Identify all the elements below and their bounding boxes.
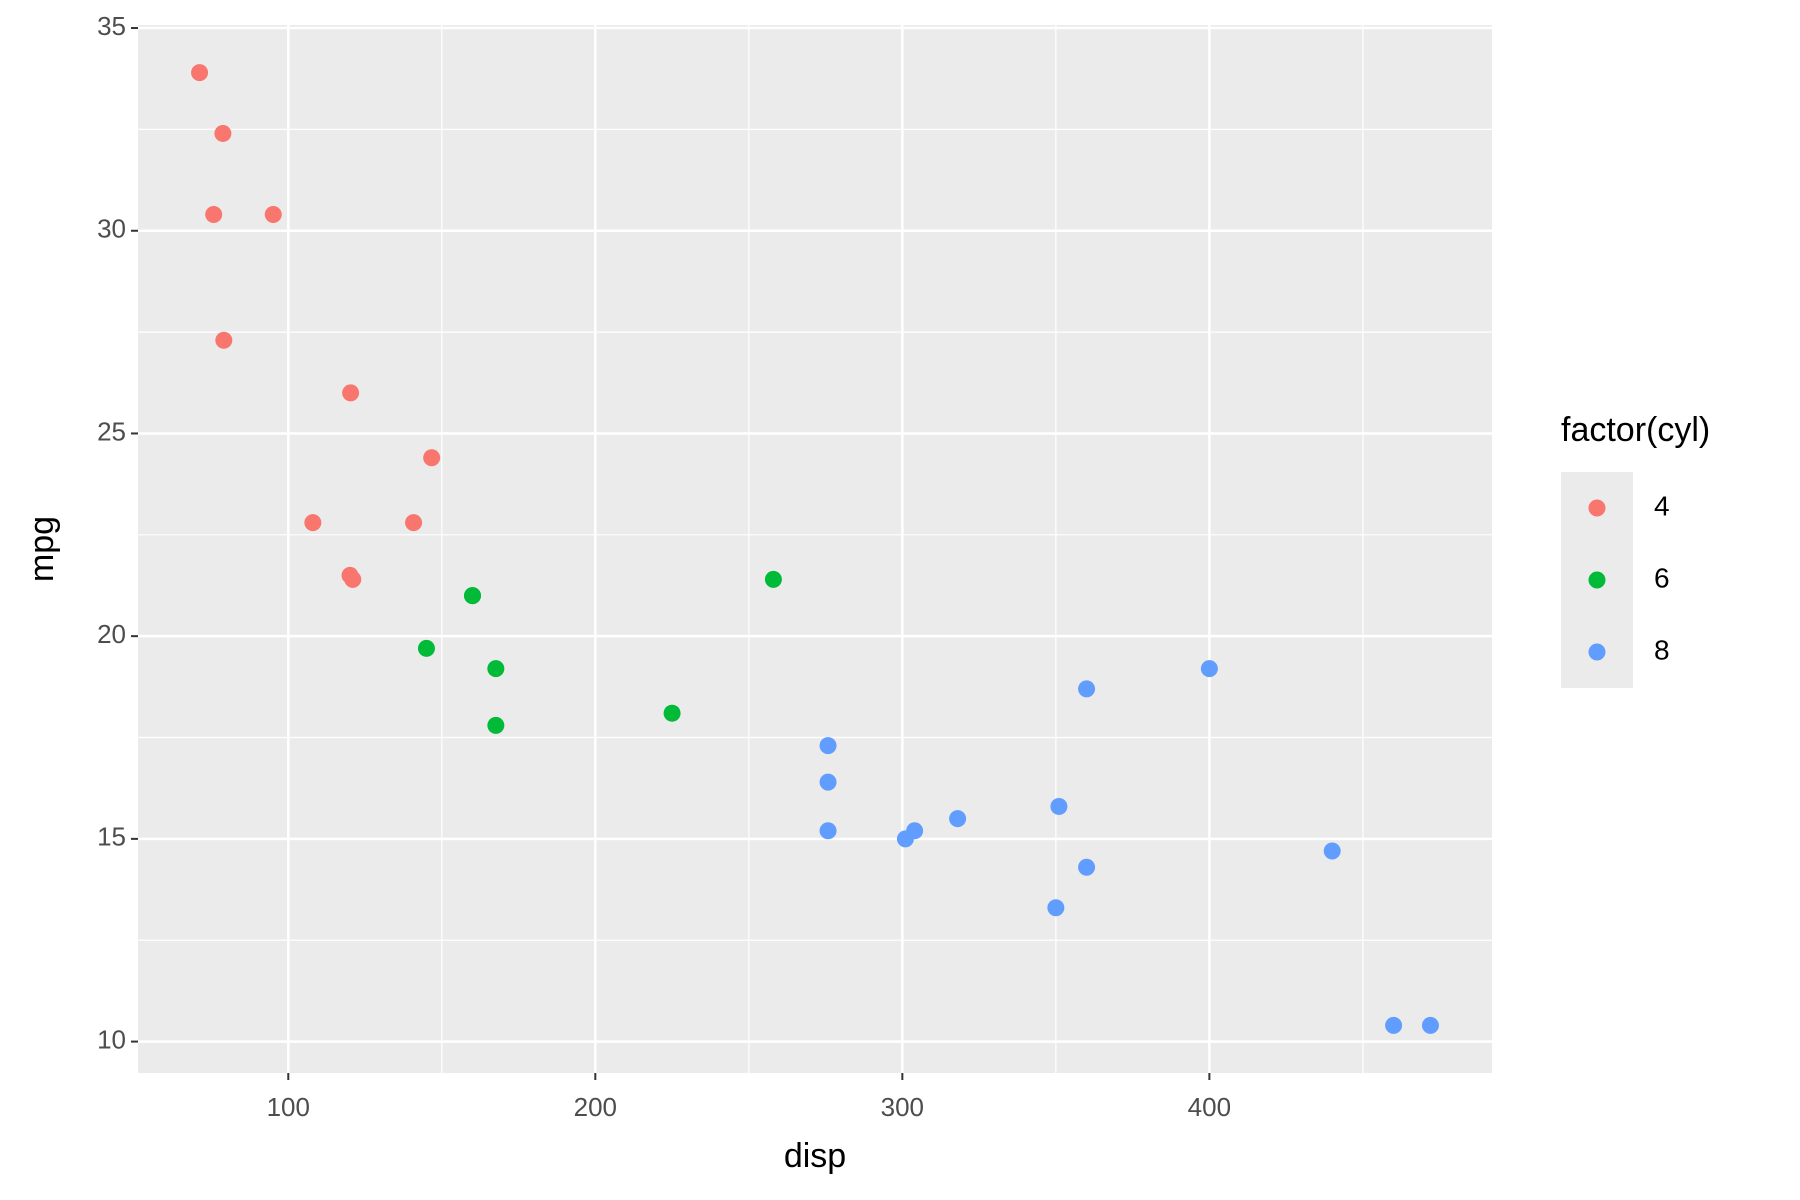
point xyxy=(1323,842,1341,860)
point xyxy=(191,64,209,82)
point xyxy=(819,737,837,755)
y-tick-label: 30 xyxy=(97,214,126,244)
point xyxy=(1421,1016,1439,1034)
point xyxy=(344,570,362,588)
legend-title: factor(cyl) xyxy=(1561,411,1710,449)
legend-label: 8 xyxy=(1654,634,1670,665)
point xyxy=(819,822,837,840)
point xyxy=(405,514,423,532)
point xyxy=(1078,680,1096,698)
y-tick-label: 35 xyxy=(97,11,126,41)
point xyxy=(304,514,322,532)
point xyxy=(949,810,967,828)
y-tick-label: 10 xyxy=(97,1024,126,1054)
x-tick-label: 100 xyxy=(267,1092,310,1122)
legend-marker xyxy=(1588,499,1606,517)
point xyxy=(1200,660,1218,678)
point xyxy=(264,206,282,224)
point xyxy=(487,716,505,734)
point xyxy=(205,206,223,224)
y-axis-title: mpg xyxy=(23,516,61,582)
legend-marker xyxy=(1588,571,1606,589)
point xyxy=(819,773,837,791)
x-tick-label: 200 xyxy=(574,1092,617,1122)
point xyxy=(1050,797,1068,815)
point xyxy=(1078,858,1096,876)
point xyxy=(423,449,441,467)
point xyxy=(1385,1016,1403,1034)
legend-label: 6 xyxy=(1654,562,1670,593)
point xyxy=(764,570,782,588)
y-tick-label: 15 xyxy=(97,822,126,852)
point xyxy=(342,384,360,402)
point xyxy=(417,639,435,657)
point xyxy=(487,660,505,678)
point xyxy=(1047,899,1065,917)
x-tick-label: 300 xyxy=(881,1092,924,1122)
legend-marker xyxy=(1588,643,1606,661)
point xyxy=(896,830,914,848)
point xyxy=(663,704,681,722)
point xyxy=(214,124,232,142)
x-axis-title: disp xyxy=(784,1137,846,1175)
point xyxy=(464,587,482,605)
legend-label: 4 xyxy=(1654,490,1670,521)
x-tick-label: 400 xyxy=(1188,1092,1231,1122)
panel xyxy=(138,25,1492,1073)
y-tick-label: 25 xyxy=(97,416,126,446)
y-tick-label: 20 xyxy=(97,619,126,649)
point xyxy=(215,331,233,349)
